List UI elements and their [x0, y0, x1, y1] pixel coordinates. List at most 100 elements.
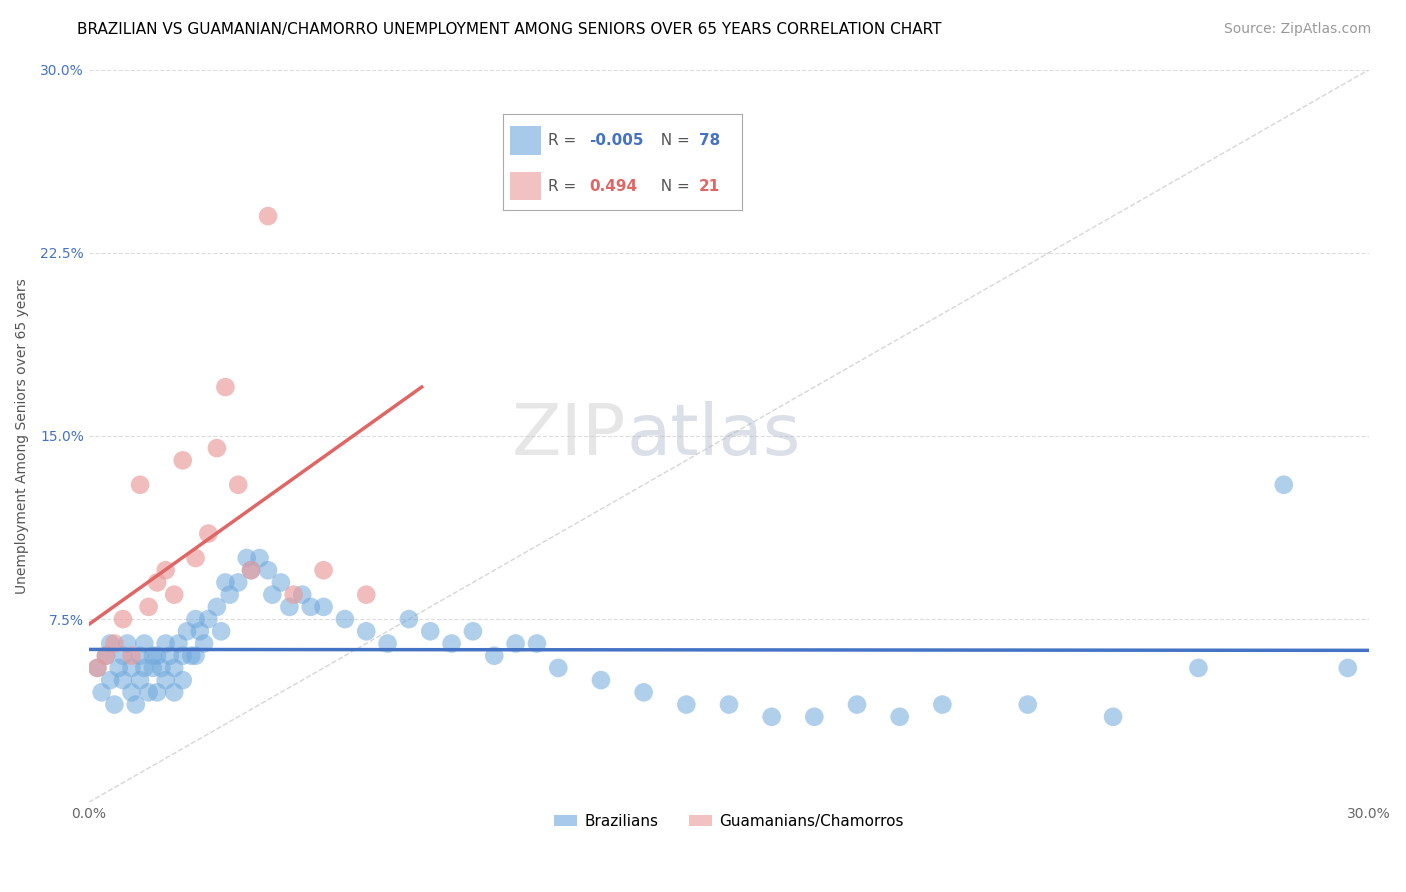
- Point: [184, 612, 207, 626]
- Point: [419, 624, 441, 639]
- Point: [176, 624, 198, 639]
- Point: [226, 477, 249, 491]
- Point: [526, 636, 548, 650]
- Point: [125, 698, 148, 712]
- Point: [278, 599, 301, 614]
- Point: [312, 563, 335, 577]
- Point: [377, 636, 399, 650]
- Text: 78: 78: [699, 133, 720, 148]
- Point: [111, 648, 134, 663]
- Text: ZIP: ZIP: [512, 401, 627, 470]
- Point: [440, 636, 463, 650]
- Point: [262, 588, 284, 602]
- Point: [94, 648, 117, 663]
- Point: [214, 380, 236, 394]
- Point: [172, 453, 194, 467]
- Point: [94, 648, 117, 663]
- Point: [505, 636, 527, 650]
- Point: [249, 551, 271, 566]
- Point: [86, 661, 108, 675]
- Point: [90, 685, 112, 699]
- Point: [193, 636, 215, 650]
- Point: [197, 526, 219, 541]
- Point: [205, 441, 228, 455]
- Text: 21: 21: [699, 178, 720, 194]
- Point: [257, 563, 280, 577]
- Point: [299, 599, 322, 614]
- Point: [103, 698, 125, 712]
- Point: [129, 673, 152, 687]
- Point: [167, 636, 190, 650]
- Point: [846, 698, 869, 712]
- Point: [138, 599, 160, 614]
- Text: -0.005: -0.005: [589, 133, 644, 148]
- Bar: [510, 171, 541, 201]
- Point: [1017, 698, 1039, 712]
- Point: [1187, 661, 1209, 675]
- Point: [270, 575, 292, 590]
- Point: [134, 636, 156, 650]
- Point: [184, 648, 207, 663]
- Point: [134, 661, 156, 675]
- Point: [138, 685, 160, 699]
- Point: [761, 710, 783, 724]
- Text: R =: R =: [548, 178, 581, 194]
- Point: [889, 710, 911, 724]
- Point: [1272, 477, 1295, 491]
- Point: [155, 563, 177, 577]
- Point: [1337, 661, 1360, 675]
- Point: [103, 636, 125, 650]
- Y-axis label: Unemployment Among Seniors over 65 years: Unemployment Among Seniors over 65 years: [15, 278, 30, 594]
- Point: [117, 636, 139, 650]
- Point: [803, 710, 825, 724]
- Point: [150, 661, 173, 675]
- Point: [235, 551, 257, 566]
- Point: [240, 563, 263, 577]
- Point: [589, 673, 612, 687]
- Text: N =: N =: [651, 178, 695, 194]
- Text: N =: N =: [651, 133, 695, 148]
- Point: [155, 673, 177, 687]
- Point: [129, 648, 152, 663]
- Point: [121, 648, 143, 663]
- Legend: Brazilians, Guamanians/Chamorros: Brazilians, Guamanians/Chamorros: [548, 807, 910, 835]
- Point: [111, 673, 134, 687]
- Point: [633, 685, 655, 699]
- Point: [547, 661, 569, 675]
- Text: atlas: atlas: [627, 401, 801, 470]
- Point: [172, 648, 194, 663]
- Point: [291, 588, 314, 602]
- Point: [163, 661, 186, 675]
- Point: [218, 588, 240, 602]
- Point: [240, 563, 263, 577]
- Point: [172, 673, 194, 687]
- Point: [86, 661, 108, 675]
- Point: [333, 612, 356, 626]
- Point: [98, 673, 121, 687]
- Point: [184, 551, 207, 566]
- Point: [1102, 710, 1125, 724]
- Point: [717, 698, 740, 712]
- Text: R =: R =: [548, 133, 581, 148]
- Point: [142, 648, 165, 663]
- Point: [257, 209, 280, 223]
- Point: [146, 685, 169, 699]
- Point: [283, 588, 305, 602]
- Point: [142, 661, 165, 675]
- Point: [146, 575, 169, 590]
- Point: [121, 685, 143, 699]
- Bar: [510, 127, 541, 155]
- Point: [226, 575, 249, 590]
- Point: [129, 477, 152, 491]
- Text: BRAZILIAN VS GUAMANIAN/CHAMORRO UNEMPLOYMENT AMONG SENIORS OVER 65 YEARS CORRELA: BRAZILIAN VS GUAMANIAN/CHAMORRO UNEMPLOY…: [77, 22, 942, 37]
- Point: [214, 575, 236, 590]
- Point: [107, 661, 129, 675]
- Point: [484, 648, 506, 663]
- Point: [209, 624, 232, 639]
- Point: [180, 648, 202, 663]
- Point: [931, 698, 953, 712]
- Text: 0.494: 0.494: [589, 178, 637, 194]
- Point: [121, 661, 143, 675]
- Point: [163, 685, 186, 699]
- Point: [398, 612, 420, 626]
